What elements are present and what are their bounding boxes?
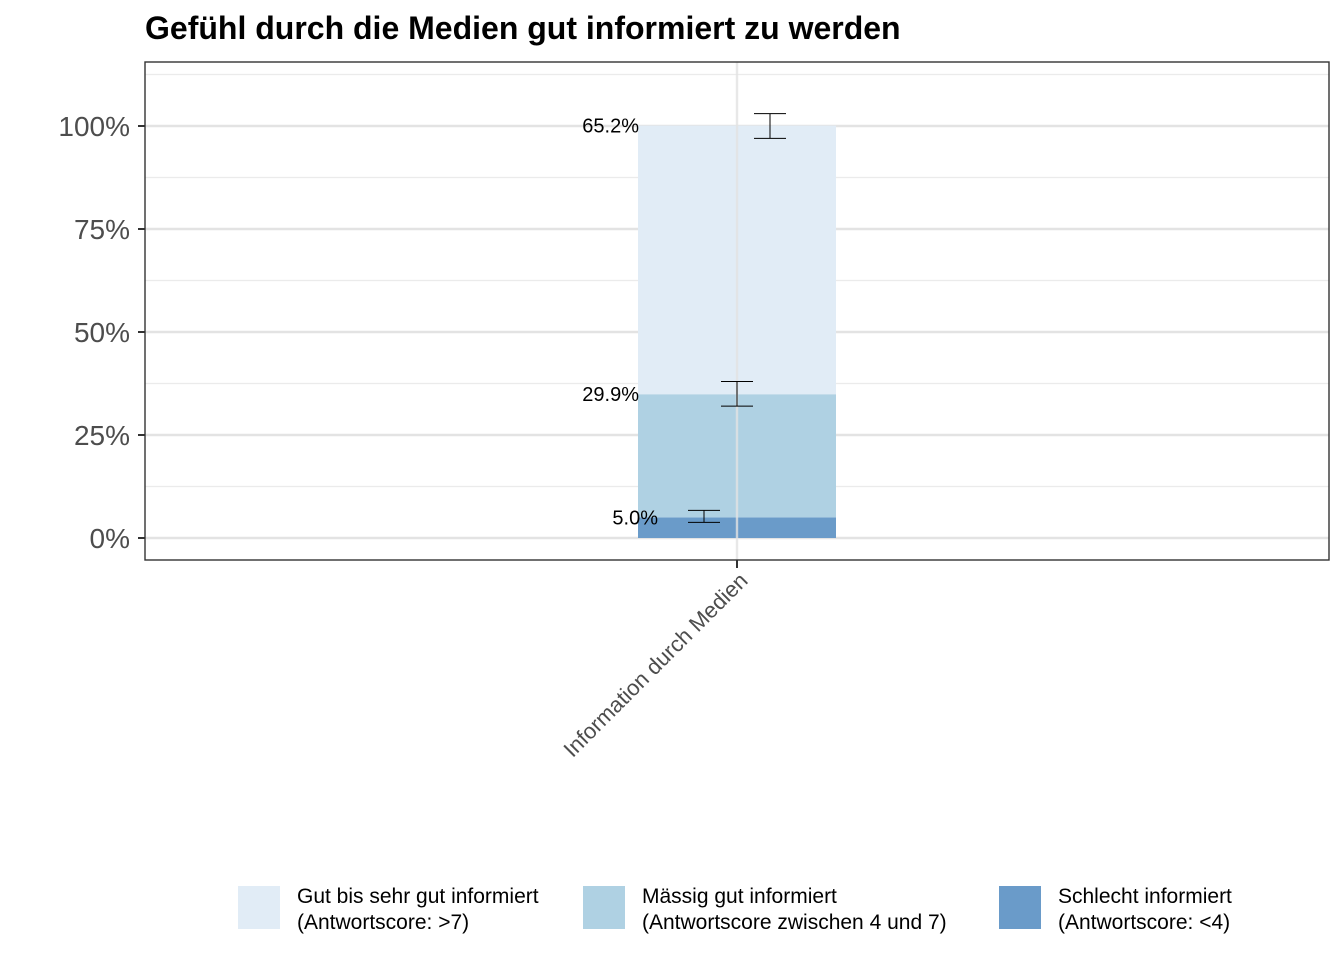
x-tick-label: Information durch Medien	[558, 568, 752, 762]
chart-title: Gefühl durch die Medien gut informiert z…	[145, 10, 901, 46]
y-tick-label: 75%	[74, 214, 130, 245]
error-bars	[688, 113, 786, 523]
y-tick-label: 50%	[74, 317, 130, 348]
legend-label: Schlecht informiert	[1058, 885, 1232, 908]
data-label: 65.2%	[582, 116, 639, 138]
y-axis: 0% 25% 50% 75% 100%	[58, 111, 145, 554]
legend: Gut bis sehr gut informiert (Antwortscore…	[238, 885, 1232, 934]
legend-key	[583, 886, 625, 929]
legend-label: Gut bis sehr gut informiert	[297, 885, 539, 908]
legend-label: (Antwortscore zwischen 4 und 7)	[642, 911, 947, 934]
y-tick-label: 0%	[90, 523, 130, 554]
data-labels: 5.0% 29.9% 65.2%	[582, 116, 658, 530]
legend-label: (Antwortscore: >7)	[297, 911, 469, 934]
legend-key	[999, 886, 1041, 929]
y-tick-label: 100%	[58, 111, 130, 142]
legend-key	[238, 886, 280, 929]
data-label: 5.0%	[612, 507, 658, 529]
legend-label: (Antwortscore: <4)	[1058, 911, 1230, 934]
y-tick-label: 25%	[74, 420, 130, 451]
data-label: 29.9%	[582, 384, 639, 406]
legend-label: Mässig gut informiert	[642, 885, 837, 908]
x-axis: Information durch Medien	[558, 560, 753, 762]
